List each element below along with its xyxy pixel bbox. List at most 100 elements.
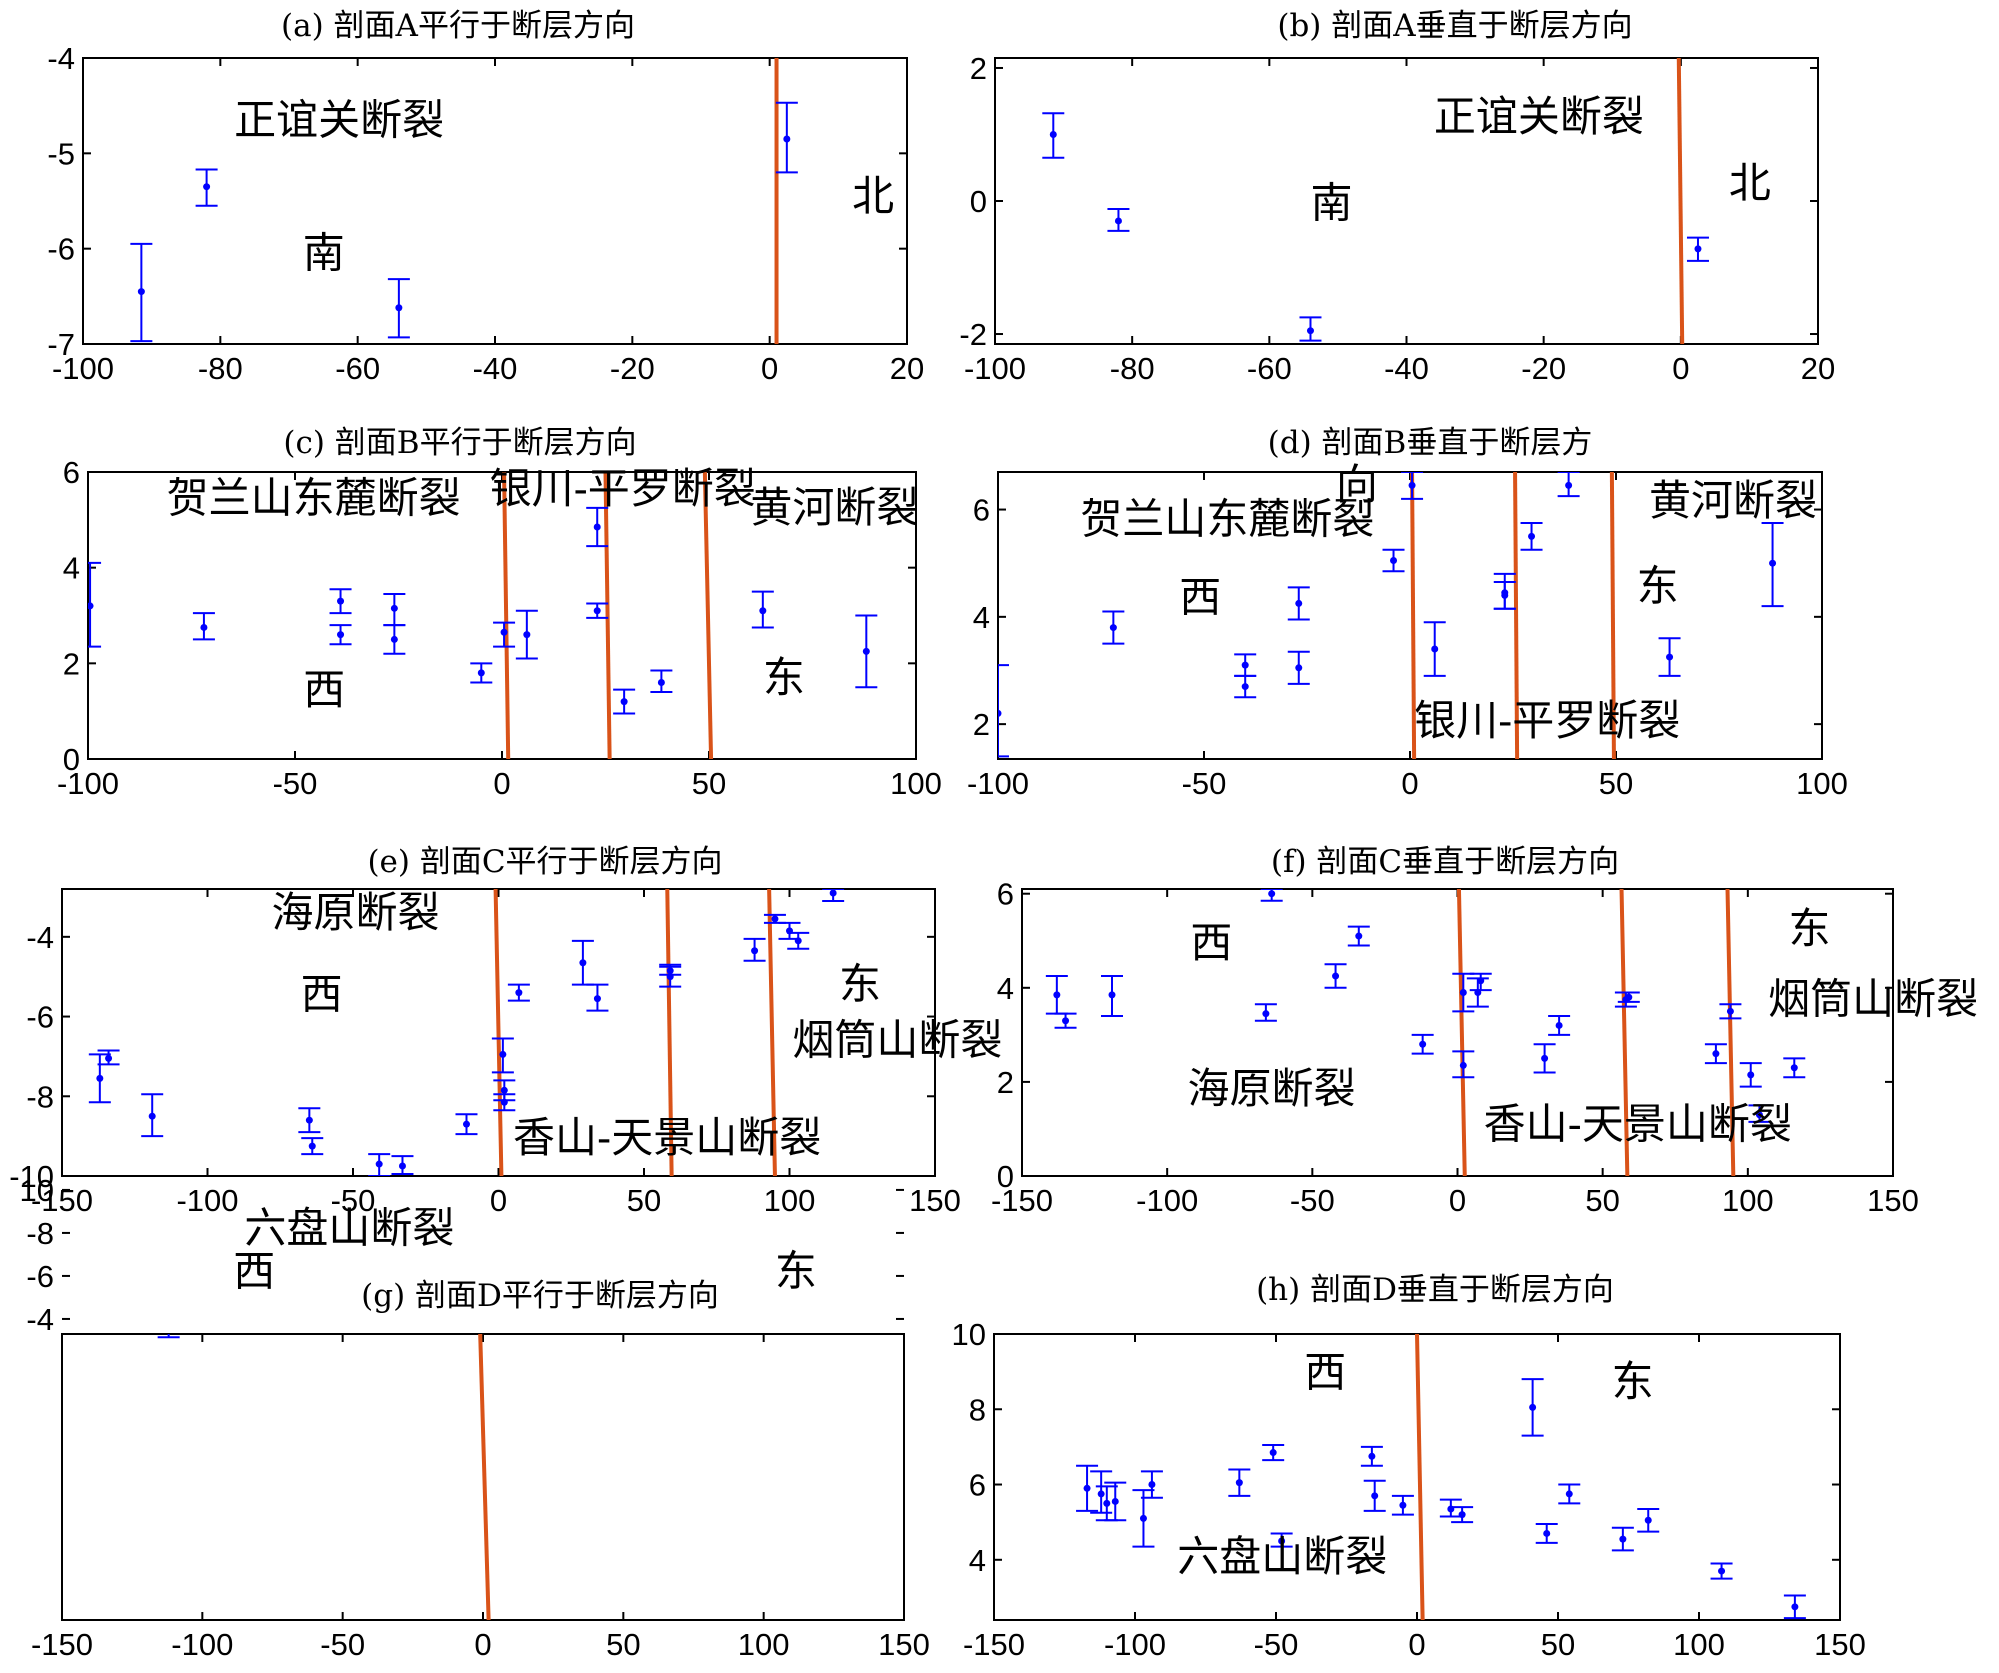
error-bar <box>1324 963 1347 989</box>
data-layer-b <box>1042 58 1709 344</box>
data-point <box>785 1310 792 1317</box>
fault-line <box>493 889 504 1176</box>
data-point <box>165 1323 172 1330</box>
data-point <box>759 607 767 615</box>
error-bar <box>1614 991 1637 1008</box>
y-tick-label: 4 <box>997 971 1014 1006</box>
data-point <box>1399 1501 1407 1509</box>
data-point <box>1235 1479 1243 1487</box>
error-bar <box>1299 316 1322 342</box>
annotation-label: 正谊关断裂 <box>234 95 444 144</box>
annotation-label: 海原断裂 <box>1187 1064 1355 1113</box>
data-point <box>1565 1490 1573 1498</box>
x-tick-label: -100 <box>52 351 114 386</box>
x-tick-label: 50 <box>692 766 726 801</box>
x-tick-label: -150 <box>31 1183 93 1218</box>
data-point <box>1419 1040 1427 1048</box>
x-tick-label: -50 <box>1254 1627 1299 1662</box>
error-bar <box>1761 521 1784 608</box>
data-point <box>500 1086 508 1094</box>
fault-line <box>1513 472 1520 759</box>
error-bar <box>1262 1444 1285 1462</box>
error-bar <box>130 242 153 343</box>
fault-line <box>502 472 511 759</box>
x-tick-label: 0 <box>1449 1183 1466 1218</box>
x-tick-label: 0 <box>474 1627 491 1662</box>
data-point <box>203 183 211 191</box>
x-tick-label: 100 <box>1796 766 1848 801</box>
x-tick-label: 50 <box>1599 766 1633 801</box>
annotation-label: 东 <box>775 1247 817 1296</box>
error-bar <box>1045 975 1068 1015</box>
annotation-label: 西 <box>233 1247 275 1296</box>
data-point <box>657 678 665 686</box>
error-bar <box>1637 1507 1660 1533</box>
data-point <box>515 989 523 997</box>
data-point <box>1619 1535 1627 1543</box>
fault-line <box>767 889 777 1176</box>
annotation-label: 海原断裂 <box>272 888 440 937</box>
error-bar <box>1710 1562 1733 1580</box>
x-tick-label: -150 <box>963 1627 1025 1662</box>
data-point <box>1644 1516 1652 1524</box>
error-bar <box>848 1296 870 1309</box>
data-point <box>751 947 759 955</box>
error-bar <box>157 1323 180 1339</box>
data-point <box>1718 1567 1726 1575</box>
annotation-label: 银川-平罗断裂 <box>1414 696 1680 745</box>
data-point <box>523 631 531 639</box>
x-tick-label: -150 <box>31 1627 93 1662</box>
data-point <box>303 1284 310 1291</box>
x-tick-label: -100 <box>1136 1183 1198 1218</box>
x-tick-label: -60 <box>1247 351 1292 386</box>
error-bar <box>1783 1594 1806 1620</box>
x-tick-label: 0 <box>493 766 510 801</box>
data-point <box>1114 217 1122 225</box>
x-tick-label: -150 <box>991 1183 1053 1218</box>
annotation-label: 东 <box>763 653 805 702</box>
x-tick-label: 100 <box>890 766 942 801</box>
annotation-label: 南 <box>1310 179 1352 228</box>
error-bar <box>659 965 682 976</box>
data-point <box>1355 932 1363 940</box>
error-bar <box>751 590 774 629</box>
panel-title-a: (a) 剖面A平行于断层方向 <box>281 8 635 44</box>
error-bar <box>383 592 406 627</box>
y-tick-label: 2 <box>997 1065 1014 1100</box>
x-tick-label: 100 <box>1722 1183 1774 1218</box>
x-tick-label: -100 <box>964 351 1026 386</box>
annotation-label: 东 <box>1612 1357 1654 1406</box>
x-tick-label: 100 <box>1673 1627 1725 1662</box>
annotation-label: 香山-天景山断裂 <box>1484 1099 1792 1148</box>
error-bar <box>301 1137 324 1156</box>
data-point <box>1769 559 1777 567</box>
x-tick-label: -50 <box>1290 1183 1335 1218</box>
panel-title-b: (b) 剖面A垂直于断层方向 <box>1277 8 1632 44</box>
data-point <box>146 1291 153 1298</box>
error-bar <box>387 278 410 339</box>
data-point <box>1790 1064 1798 1072</box>
data-point <box>1390 557 1398 565</box>
data-point <box>1501 589 1509 597</box>
y-tick-label: 6 <box>63 455 80 490</box>
error-bar <box>743 937 766 962</box>
error-bar <box>191 1263 213 1285</box>
x-tick-label: -60 <box>335 351 380 386</box>
error-bar <box>1686 236 1709 262</box>
x-tick-label: -100 <box>176 1183 238 1218</box>
data-layer-f <box>1045 889 1806 1176</box>
panel-b: (b) 剖面A垂直于断层方向-100 -80 -60 -40 -20 0 20-202正谊关… <box>959 8 1835 386</box>
y-tick-label: -4 <box>26 1302 54 1337</box>
data-point <box>437 1269 444 1276</box>
annotation-label: 银川-平罗断裂 <box>490 464 756 513</box>
data-point <box>1139 1514 1147 1522</box>
data-point <box>1295 664 1303 672</box>
panel-a: (a) 剖面A平行于断层方向 -100 -80 -60 -40 -20 0 20 -7 -6 -5 -… <box>47 8 924 386</box>
error-bar <box>166 1263 188 1285</box>
data-point <box>199 1270 206 1277</box>
error-bar <box>1228 1468 1251 1497</box>
error-bar <box>650 669 673 694</box>
y-tick-label: -4 <box>47 41 75 76</box>
data-point <box>783 135 791 143</box>
